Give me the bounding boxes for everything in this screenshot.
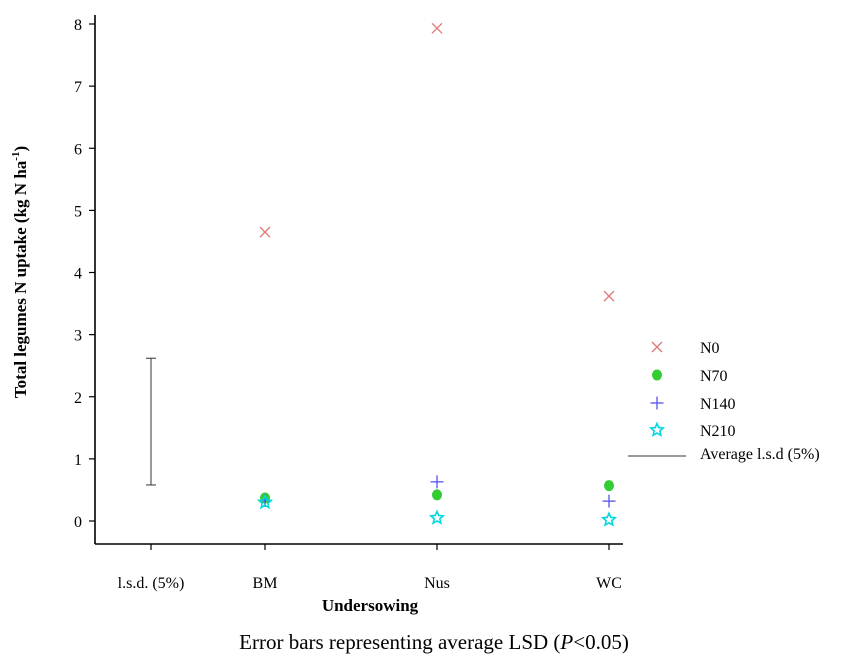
x-tick-label: Nus [424, 575, 450, 592]
y-tick-label: 7 [74, 79, 82, 96]
y-tick-label: 3 [74, 328, 82, 345]
data-points [256, 22, 618, 527]
chart: 0 1 2 3 4 5 6 7 8 l.s.d. (5%) BM Nus WC Undersowing… [10, 15, 820, 615]
legend-label-lsd: Average l.s.d (5%) [700, 446, 820, 463]
legend-marker-n210 [648, 421, 666, 437]
error-bar [146, 357, 156, 486]
y-tick-label: 6 [74, 141, 82, 158]
point-n70-nus [432, 489, 442, 501]
y-ticks: 0 1 2 3 4 5 6 7 8 [74, 17, 95, 531]
point-n0-wc [603, 290, 615, 302]
y-tick-label: 0 [74, 514, 82, 531]
y-axis-title-sup: -1 [10, 152, 22, 161]
caption-suffix: <0.05) [573, 630, 629, 654]
x-tick-label: WC [596, 575, 622, 592]
legend-marker-n70 [652, 369, 662, 381]
x-tick-label: l.s.d. (5%) [118, 575, 185, 592]
x-axis-title: Undersowing [322, 596, 419, 615]
point-n70-wc [604, 480, 614, 492]
y-axis-title-main: Total legumes N uptake (kg N ha [11, 160, 30, 398]
point-n210-bm [256, 493, 274, 510]
caption-prefix: Error bars representing average LSD ( [239, 630, 561, 654]
legend-label-n0: N0 [700, 340, 720, 357]
axes [94, 15, 623, 545]
y-axis-title-suffix: ) [11, 146, 30, 152]
y-tick-label: 4 [74, 266, 82, 283]
point-n140-wc [602, 494, 616, 508]
point-n140-nus [430, 475, 444, 489]
legend-marker-n140 [650, 396, 664, 410]
legend-marker-n0 [651, 341, 663, 353]
figure-caption: Error bars representing average LSD (P<0… [0, 630, 868, 655]
x-ticks: l.s.d. (5%) BM Nus WC [118, 544, 622, 592]
y-tick-label: 8 [74, 17, 82, 34]
point-n210-nus [428, 509, 446, 525]
y-tick-label: 5 [74, 203, 82, 220]
point-n0-bm [259, 226, 271, 238]
legend: N0 N70 N140 N210 Average l.s.d (5%) [628, 340, 820, 463]
x-tick-label: BM [253, 575, 278, 592]
y-tick-label: 1 [74, 452, 82, 469]
legend-label-n70: N70 [700, 368, 728, 385]
caption-italic: P [560, 630, 574, 654]
point-n0-nus [431, 22, 443, 34]
y-axis-title: Total legumes N uptake (kg N ha-1) [10, 146, 30, 398]
legend-label-n210: N210 [700, 423, 736, 440]
legend-label-n140: N140 [700, 396, 736, 413]
y-tick-label: 2 [74, 390, 82, 407]
point-n210-wc [600, 511, 618, 527]
